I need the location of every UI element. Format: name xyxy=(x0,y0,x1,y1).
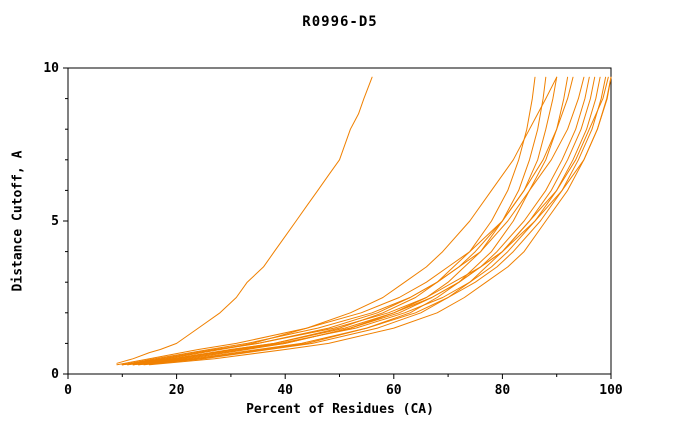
chart-title: R0996-D5 xyxy=(302,14,378,30)
x-tick-label: 0 xyxy=(64,383,72,398)
series-line xyxy=(148,76,612,366)
x-tick-label: 80 xyxy=(495,383,511,398)
series-line xyxy=(116,76,574,366)
series-line xyxy=(121,76,585,366)
series-line xyxy=(127,76,601,366)
series-line xyxy=(143,76,596,366)
x-tick-label: 100 xyxy=(599,383,623,398)
series-line xyxy=(138,76,607,366)
y-tick-label: 0 xyxy=(51,367,59,382)
x-tick-label: 40 xyxy=(277,383,293,398)
x-axis-label: Percent of Residues (CA) xyxy=(246,402,434,417)
series-line xyxy=(116,76,373,364)
y-tick-label: 10 xyxy=(43,61,59,76)
series-line xyxy=(121,76,558,366)
y-axis-label: Distance Cutoff, A xyxy=(10,150,26,292)
y-tick-label: 5 xyxy=(51,214,59,229)
x-tick-label: 60 xyxy=(386,383,402,398)
series-line xyxy=(138,76,569,366)
series-line xyxy=(132,76,590,366)
x-tick-label: 20 xyxy=(169,383,185,398)
series-line xyxy=(132,76,609,366)
